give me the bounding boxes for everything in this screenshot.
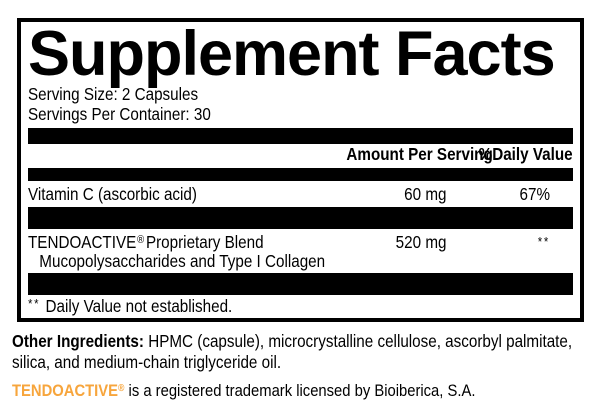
footnote-text: Daily Value not established. [45,296,233,316]
header-amount-per-serving: Amount Per Serving [346,144,493,164]
asterisk-marker: ** [28,296,41,311]
blend-sub-ingredients: Mucopolysaccharides and Type I Collagen [39,251,326,271]
daily-value-footnote: ** Daily Value not established. [28,295,573,318]
header-daily-value: %Daily Value [478,144,573,164]
table-row-vitamin-c: Vitamin C (ascorbic acid) 60 mg 67% [28,181,573,207]
blend-name-text: Proprietary Blend [145,232,264,252]
other-ingredients-text: HPMC (capsule), microcrystalline cellulo… [12,331,573,372]
asterisk-marker: ** [537,234,550,249]
trademark-brand: TENDOACTIVE [12,381,119,400]
other-ingredients-paragraph: Other Ingredients: HPMC (capsule), micro… [12,331,590,373]
supplement-facts-panel: Supplement Facts Serving Size: 2 Capsule… [17,18,584,322]
other-ingredients-label: Other Ingredients: [12,331,144,351]
blend-daily-value: ** [446,232,572,254]
separator-bar-thick [28,128,573,144]
panel-title: Supplement Facts [28,19,556,89]
trademark-notice: TENDOACTIVE® is a registered trademark l… [12,381,590,404]
serving-size: Serving Size: 2 Capsules [28,84,199,104]
blend-brand: TENDOACTIVE [28,232,137,252]
separator-bar-thick [28,207,573,229]
registered-mark: ® [137,234,145,246]
servings-per-container: Servings Per Container: 30 [28,104,211,124]
separator-bar-medium [28,168,573,181]
blend-name: TENDOACTIVE®Proprietary Blend [28,232,346,255]
blend-amount: 520 mg [395,232,447,252]
ingredient-amount: 60 mg [404,183,447,204]
table-header-row: Amount Per Serving %Daily Value [28,144,573,168]
table-row-proprietary-blend: TENDOACTIVE®Proprietary Blend 520 mg ** [28,232,573,252]
ingredient-daily-value: 67% [519,183,550,204]
ingredient-name: Vitamin C (ascorbic acid) [28,183,197,204]
registered-mark: ® [118,383,125,394]
trademark-text: is a registered trademark licensed by Bi… [128,381,476,400]
separator-bar-thick [28,273,573,295]
